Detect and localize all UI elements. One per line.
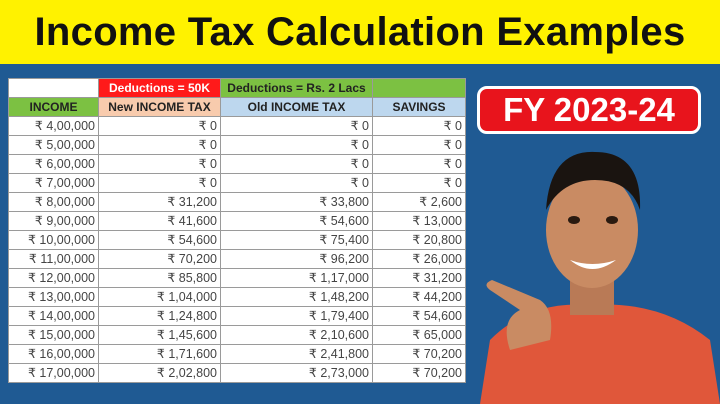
table-row: ₹ 15,00,000 ₹ 1,45,600 ₹ 2,10,600 ₹ 65,000: [8, 325, 466, 345]
cell-old-tax: ₹ 75,400: [220, 230, 373, 250]
header-savings: SAVINGS: [372, 97, 466, 117]
cell-savings: ₹ 0: [372, 173, 466, 193]
cell-income: ₹ 5,00,000: [8, 135, 99, 155]
table-row: ₹ 17,00,000 ₹ 2,02,800 ₹ 2,73,000 ₹ 70,200: [8, 363, 466, 383]
cell-old-tax: ₹ 0: [220, 173, 373, 193]
cell-income: ₹ 11,00,000: [8, 249, 99, 269]
cell-income: ₹ 14,00,000: [8, 306, 99, 326]
cell-old-tax: ₹ 0: [220, 116, 373, 136]
cell-new-tax: ₹ 0: [98, 116, 221, 136]
cell-old-tax: ₹ 33,800: [220, 192, 373, 212]
table-row: ₹ 7,00,000 ₹ 0 ₹ 0 ₹ 0: [8, 173, 466, 193]
header-row: INCOME New INCOME TAX Old INCOME TAX SAV…: [8, 97, 466, 117]
cell-savings: ₹ 0: [372, 116, 466, 136]
cell-new-tax: ₹ 0: [98, 154, 221, 174]
cell-new-tax: ₹ 70,200: [98, 249, 221, 269]
right-eye: [606, 216, 618, 224]
table-row: ₹ 16,00,000 ₹ 1,71,600 ₹ 2,41,800 ₹ 70,200: [8, 344, 466, 364]
cell-new-tax: ₹ 1,71,600: [98, 344, 221, 364]
cell-income: ₹ 10,00,000: [8, 230, 99, 250]
table-row: ₹ 4,00,000 ₹ 0 ₹ 0 ₹ 0: [8, 116, 466, 136]
cell-new-tax: ₹ 54,600: [98, 230, 221, 250]
cell-savings: ₹ 44,200: [372, 287, 466, 307]
cell-new-tax: ₹ 0: [98, 135, 221, 155]
cell-income: ₹ 4,00,000: [8, 116, 99, 136]
cell-savings: ₹ 0: [372, 154, 466, 174]
cell-income: ₹ 17,00,000: [8, 363, 99, 383]
cell-old-tax: ₹ 96,200: [220, 249, 373, 269]
cell-old-tax: ₹ 1,79,400: [220, 306, 373, 326]
tax-table-container: Deductions = 50K Deductions = Rs. 2 Lacs…: [8, 78, 466, 383]
fiscal-year-badge: FY 2023-24: [477, 86, 701, 134]
cell-savings: ₹ 70,200: [372, 344, 466, 364]
presenter-photo: [480, 151, 720, 404]
cell-income: ₹ 9,00,000: [8, 211, 99, 231]
table-row: ₹ 14,00,000 ₹ 1,24,800 ₹ 1,79,400 ₹ 54,600: [8, 306, 466, 326]
tax-table: Deductions = 50K Deductions = Rs. 2 Lacs…: [8, 78, 466, 383]
cell-savings: ₹ 70,200: [372, 363, 466, 383]
cell-savings: ₹ 0: [372, 135, 466, 155]
cell-income: ₹ 15,00,000: [8, 325, 99, 345]
cell-new-tax: ₹ 1,45,600: [98, 325, 221, 345]
group-header-old: Deductions = Rs. 2 Lacs: [220, 78, 373, 98]
cell-old-tax: ₹ 2,10,600: [220, 325, 373, 345]
group-header-savings: [372, 78, 466, 98]
cell-old-tax: ₹ 1,17,000: [220, 268, 373, 288]
cell-income: ₹ 6,00,000: [8, 154, 99, 174]
cell-income: ₹ 16,00,000: [8, 344, 99, 364]
cell-new-tax: ₹ 1,04,000: [98, 287, 221, 307]
cell-savings: ₹ 31,200: [372, 268, 466, 288]
cell-savings: ₹ 2,600: [372, 192, 466, 212]
cell-new-tax: ₹ 1,24,800: [98, 306, 221, 326]
cell-new-tax: ₹ 85,800: [98, 268, 221, 288]
group-header-row: Deductions = 50K Deductions = Rs. 2 Lacs: [8, 78, 466, 98]
cell-new-tax: ₹ 31,200: [98, 192, 221, 212]
cell-savings: ₹ 13,000: [372, 211, 466, 231]
table-row: ₹ 6,00,000 ₹ 0 ₹ 0 ₹ 0: [8, 154, 466, 174]
cell-new-tax: ₹ 41,600: [98, 211, 221, 231]
table-row: ₹ 8,00,000 ₹ 31,200 ₹ 33,800 ₹ 2,600: [8, 192, 466, 212]
cell-income: ₹ 13,00,000: [8, 287, 99, 307]
cell-old-tax: ₹ 2,41,800: [220, 344, 373, 364]
page-title: Income Tax Calculation Examples: [34, 9, 686, 54]
table-row: ₹ 10,00,000 ₹ 54,600 ₹ 75,400 ₹ 20,800: [8, 230, 466, 250]
left-eye: [568, 216, 580, 224]
header-new-tax: New INCOME TAX: [98, 97, 221, 117]
cell-income: ₹ 12,00,000: [8, 268, 99, 288]
table-row: ₹ 5,00,000 ₹ 0 ₹ 0 ₹ 0: [8, 135, 466, 155]
cell-savings: ₹ 65,000: [372, 325, 466, 345]
smile: [570, 260, 616, 269]
cell-new-tax: ₹ 2,02,800: [98, 363, 221, 383]
cell-old-tax: ₹ 2,73,000: [220, 363, 373, 383]
cell-income: ₹ 8,00,000: [8, 192, 99, 212]
cell-new-tax: ₹ 0: [98, 173, 221, 193]
table-row: ₹ 13,00,000 ₹ 1,04,000 ₹ 1,48,200 ₹ 44,200: [8, 287, 466, 307]
group-header-new: Deductions = 50K: [98, 78, 221, 98]
title-banner: Income Tax Calculation Examples: [0, 0, 720, 64]
cell-old-tax: ₹ 54,600: [220, 211, 373, 231]
cell-old-tax: ₹ 0: [220, 154, 373, 174]
cell-old-tax: ₹ 0: [220, 135, 373, 155]
table-row: ₹ 11,00,000 ₹ 70,200 ₹ 96,200 ₹ 26,000: [8, 249, 466, 269]
header-income: INCOME: [8, 97, 99, 117]
table-row: ₹ 12,00,000 ₹ 85,800 ₹ 1,17,000 ₹ 31,200: [8, 268, 466, 288]
hair: [546, 151, 641, 210]
face: [546, 172, 638, 288]
cell-old-tax: ₹ 1,48,200: [220, 287, 373, 307]
group-header-empty: [8, 78, 99, 98]
header-old-tax: Old INCOME TAX: [220, 97, 373, 117]
cell-income: ₹ 7,00,000: [8, 173, 99, 193]
table-row: ₹ 9,00,000 ₹ 41,600 ₹ 54,600 ₹ 13,000: [8, 211, 466, 231]
cell-savings: ₹ 20,800: [372, 230, 466, 250]
cell-savings: ₹ 26,000: [372, 249, 466, 269]
cell-savings: ₹ 54,600: [372, 306, 466, 326]
pointing-hand: [486, 280, 552, 350]
